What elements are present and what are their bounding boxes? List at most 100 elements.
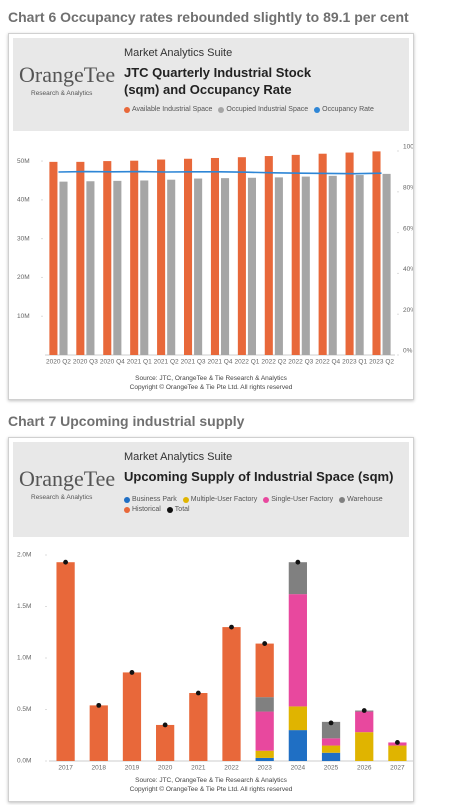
- y2-tick-label: 40%: [403, 266, 413, 273]
- x-tick-label: 2020 Q2: [46, 359, 71, 366]
- legend-label: Total: [174, 506, 190, 513]
- bar-segment: [255, 697, 274, 712]
- legend-swatch: [182, 496, 189, 503]
- total-dot: [96, 702, 102, 708]
- legend-swatch: [166, 506, 173, 513]
- total-dot: [361, 708, 367, 713]
- bar: [355, 175, 364, 355]
- bar-segment: [56, 562, 75, 761]
- y-tick-label: 30M: [17, 235, 30, 242]
- bar: [301, 176, 310, 355]
- legend-item: Historical: [124, 506, 161, 513]
- bar: [372, 151, 381, 355]
- legend-swatch: [124, 506, 130, 513]
- y2-tick-label: 80%: [403, 185, 413, 192]
- legend: Business Park Multiple-User Factory Single…: [124, 496, 404, 513]
- legend-item: Single-User Factory: [263, 496, 333, 503]
- y-tick-label: 1.0M: [17, 655, 31, 662]
- bar-segment: [321, 738, 341, 746]
- bar: [167, 179, 176, 355]
- header-band: OrangeTee Research & Analytics Market Anal…: [13, 38, 409, 131]
- legend-item: Total: [166, 506, 190, 513]
- x-tick-label: 2019: [125, 765, 140, 772]
- y-tick-label: 2.0M: [17, 552, 31, 559]
- chart-title: Upcoming Supply of Industrial Space (sqm…: [124, 469, 394, 484]
- y-tick-label: 0.5M: [17, 706, 31, 713]
- x-tick-label: 2022 Q1: [234, 359, 259, 366]
- bar: [247, 177, 256, 355]
- x-tick-label: 2017: [58, 765, 73, 772]
- total-dot: [195, 690, 201, 696]
- x-tick-label: 2020: [158, 765, 173, 772]
- bar: [184, 158, 193, 355]
- x-tick-label: 2023 Q1: [342, 359, 367, 366]
- brand-subtitle: Research & Analytics: [31, 90, 93, 97]
- x-tick-label: 2023 Q2: [369, 359, 394, 366]
- x-tick-label: 2022 Q2: [261, 359, 286, 366]
- legend-swatch: [218, 106, 225, 113]
- bar-segment: [222, 627, 241, 761]
- chart-heading: Chart 6 Occupancy rates rebounded slight…: [8, 9, 409, 25]
- x-tick-label: 2018: [92, 765, 107, 772]
- legend-swatch: [124, 496, 130, 503]
- x-tick-label: 2021: [191, 765, 206, 772]
- bar-segment: [89, 705, 108, 761]
- legend-label: Single-User Factory: [271, 496, 334, 503]
- y-tick-label: 50M: [17, 158, 30, 165]
- rate-line: [58, 170, 382, 175]
- suite-name: Market Analytics Suite: [124, 47, 233, 59]
- bar: [130, 160, 139, 355]
- bar: [76, 161, 85, 355]
- chart-heading: Chart 7 Upcoming industrial supply: [8, 413, 245, 429]
- total-dot: [162, 722, 168, 728]
- legend-label: Business Park: [132, 496, 177, 503]
- chart-title: JTC Quarterly Industrial Stock (sqm) and…: [124, 65, 312, 97]
- bar: [49, 161, 58, 355]
- bar: [237, 157, 246, 355]
- bar: [140, 180, 149, 355]
- x-tick-label: 2021 Q2: [154, 359, 179, 366]
- bar: [345, 152, 354, 355]
- bar: [194, 178, 203, 355]
- chart-card: OrangeTee Research & Analytics Market Anal…: [8, 437, 414, 802]
- bar-segment: [355, 711, 374, 733]
- legend-item: Occupied Industrial Space: [218, 106, 308, 113]
- bar: [59, 181, 68, 355]
- legend-label: Available Industrial Space: [132, 106, 213, 113]
- source-note: Source: JTC, OrangeTee & Tie Research & …: [135, 375, 287, 382]
- y2-tick-label: 20%: [403, 307, 413, 314]
- total-dot: [262, 641, 268, 646]
- legend-label: Occupied Industrial Space: [226, 106, 309, 113]
- bar-segment: [321, 721, 341, 739]
- x-tick-label: 2021 Q1: [127, 359, 152, 366]
- y-tick-label: 1.5M: [17, 603, 31, 610]
- copyright-note: Copyright © OrangeTee & Tie Pte Ltd. All…: [129, 786, 293, 793]
- x-tick-label: 2020 Q4: [100, 359, 125, 366]
- total-dot: [63, 559, 68, 565]
- legend-label: Warehouse: [347, 496, 383, 503]
- bar: [210, 157, 219, 355]
- total-dot: [395, 740, 400, 745]
- legend-label: Multiple-User Factory: [190, 496, 258, 503]
- x-tick-label: 2026: [357, 765, 372, 772]
- bar-segment: [255, 750, 274, 758]
- copyright-note: Copyright © OrangeTee & Tie Pte Ltd. All…: [129, 384, 293, 391]
- y2-tick-label: 60%: [403, 225, 413, 232]
- x-tick-label: 2027: [390, 765, 405, 772]
- suite-name: Market Analytics Suite: [124, 451, 233, 463]
- bar-segment: [288, 730, 307, 761]
- bar-segment: [321, 752, 341, 761]
- total-dot: [328, 720, 334, 726]
- y2-tick-label: 100%: [403, 144, 413, 151]
- y-tick-label: 10M: [17, 313, 30, 320]
- x-tick-label: 2022 Q3: [288, 359, 313, 366]
- y-tick-label: 0.0M: [17, 758, 31, 765]
- source-note: Source: JTC, OrangeTee & Tie Research & …: [135, 777, 287, 784]
- y-tick-label: 40M: [17, 197, 30, 204]
- brand-logo: OrangeTee: [19, 62, 116, 87]
- bar-segment: [288, 594, 307, 707]
- legend-item: Warehouse: [339, 496, 383, 503]
- total-dot: [229, 624, 234, 630]
- legend-item: Multiple-User Factory: [182, 496, 258, 503]
- x-tick-label: 2022: [224, 765, 239, 772]
